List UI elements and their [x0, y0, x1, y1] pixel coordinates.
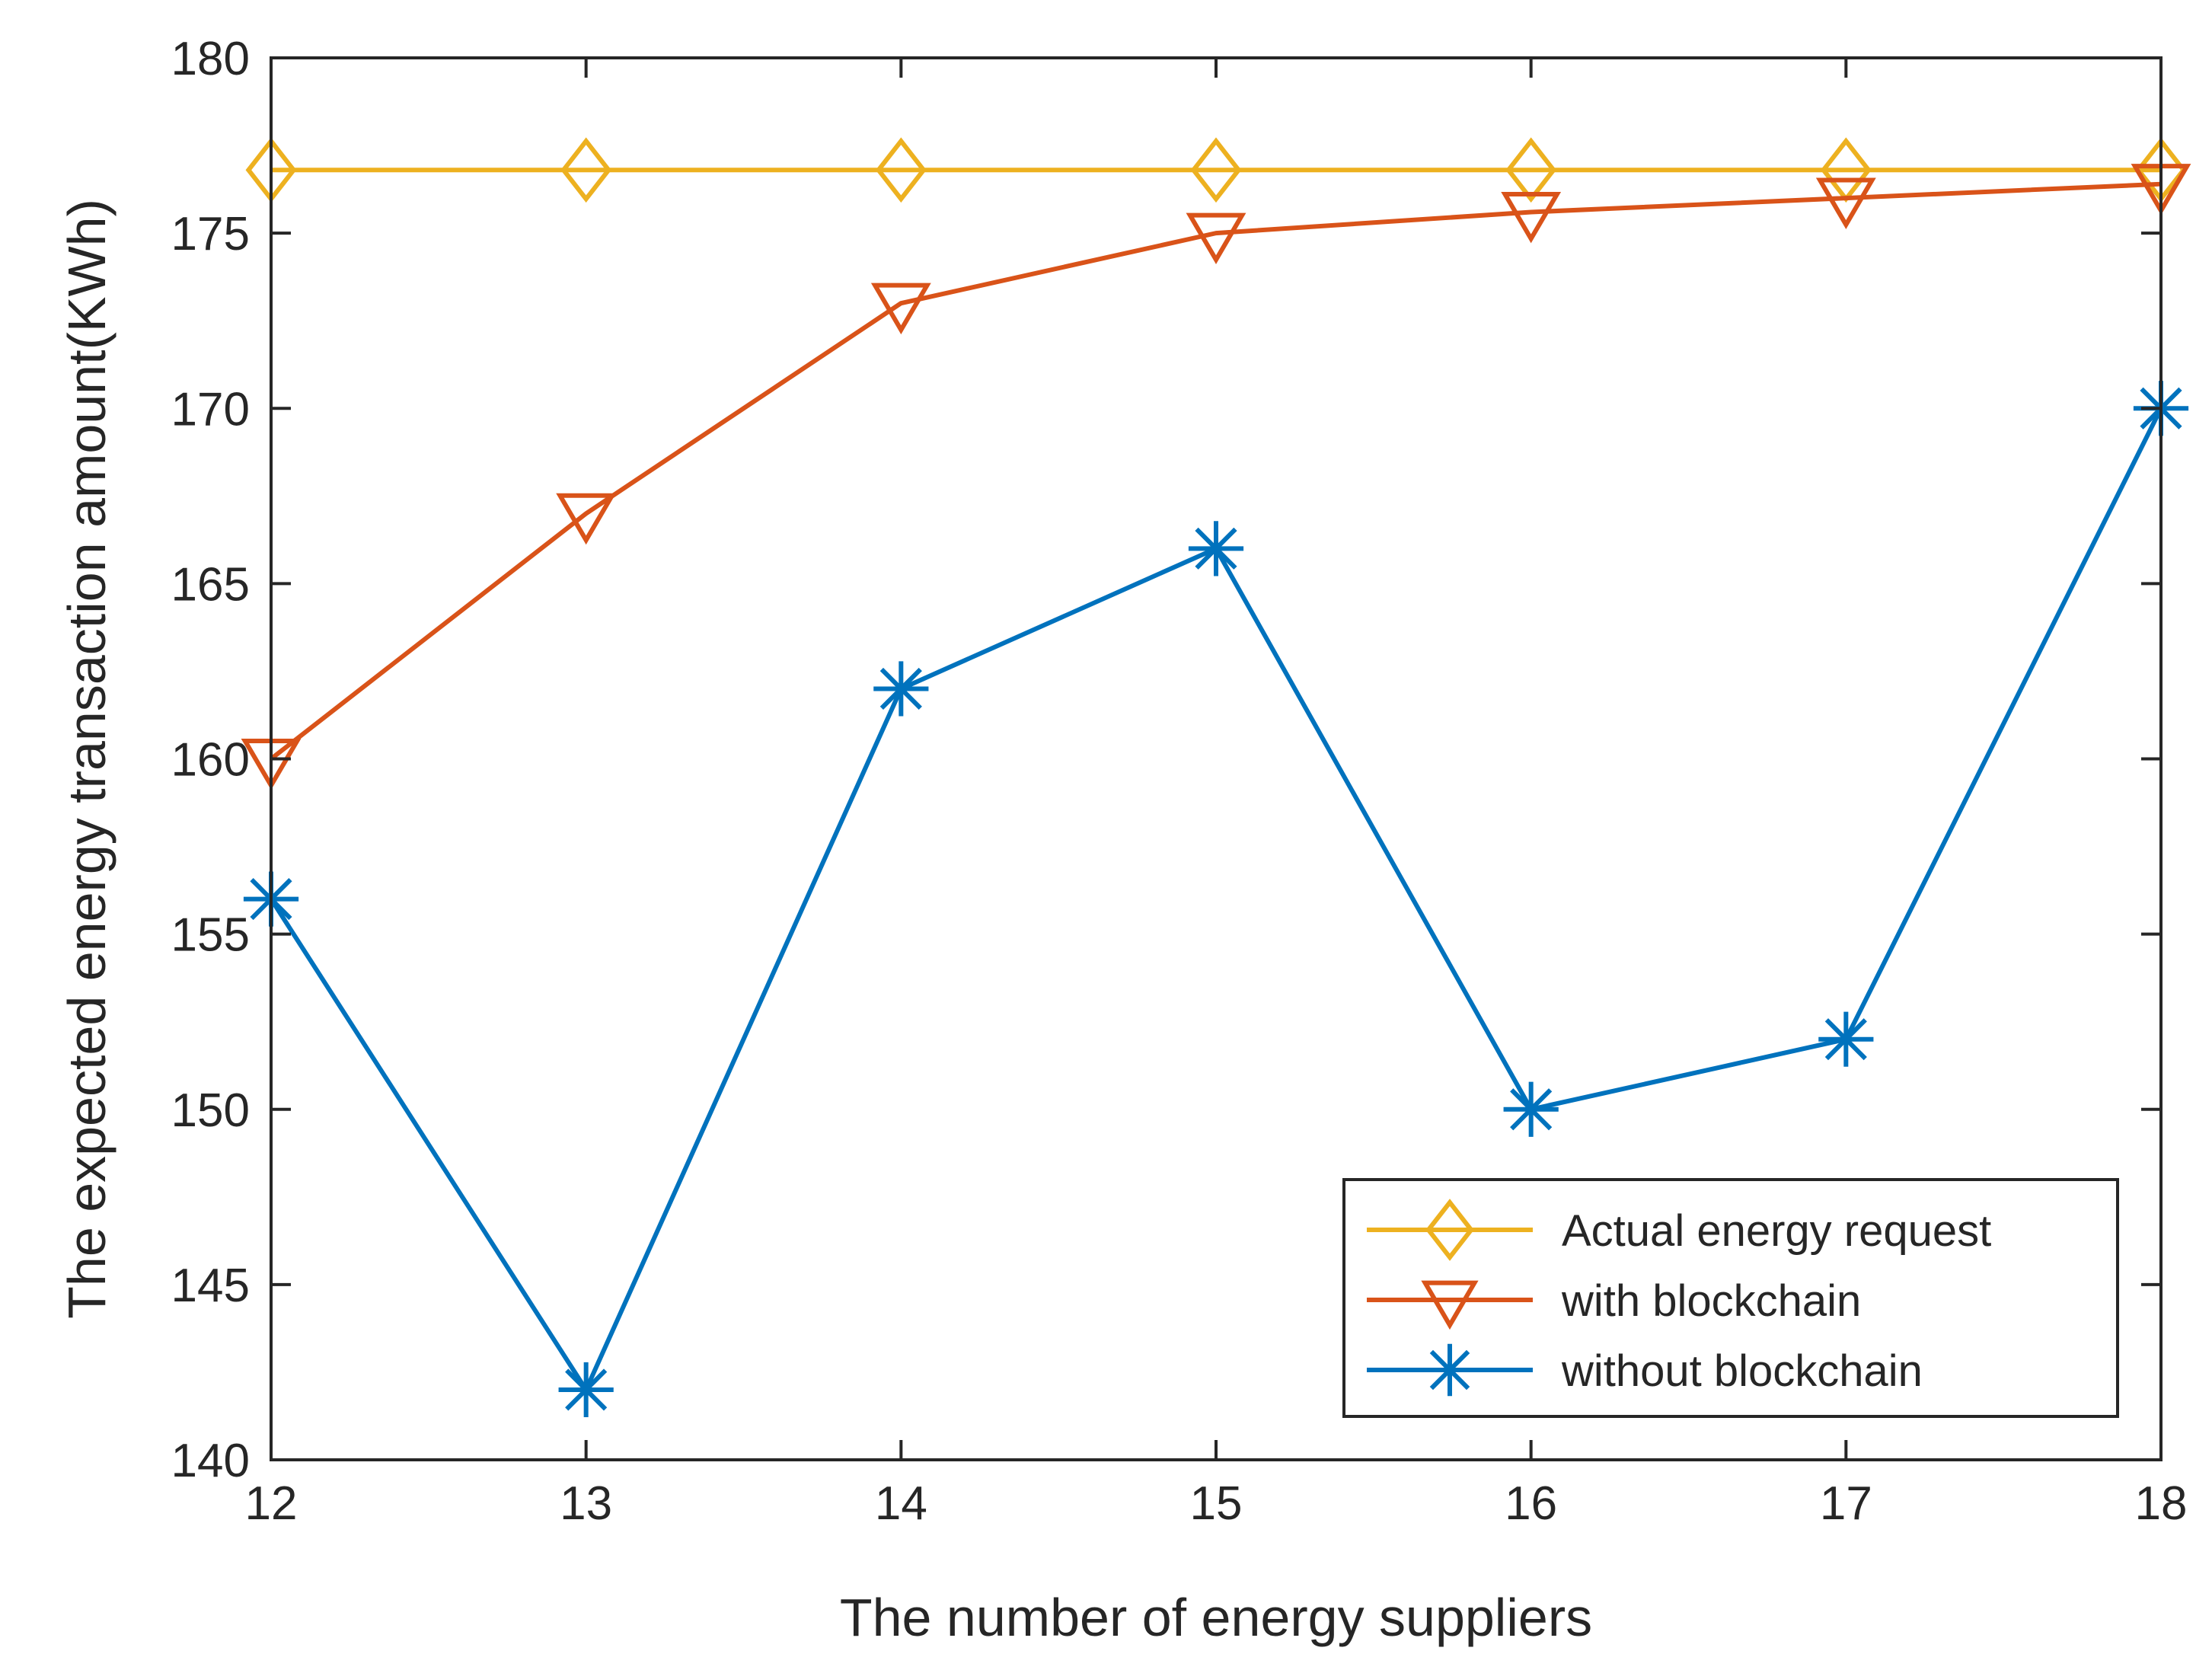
- y-axis-title: The expected energy transaction amount(K…: [57, 199, 117, 1319]
- legend-marker-1: [1421, 1280, 1479, 1330]
- y-tick-label-1: 145: [171, 1260, 250, 1312]
- series-2-point-5: [1818, 1011, 1874, 1067]
- series-layer: [241, 137, 2191, 1418]
- legend-item-0: Actual energy request: [1367, 1199, 1991, 1261]
- y-tick-label-7: 175: [171, 208, 250, 260]
- legend-label-0: Actual energy request: [1562, 1206, 1991, 1256]
- series-0-point-4: [1505, 137, 1557, 203]
- series-0-point-2: [875, 137, 927, 203]
- series-2: [243, 381, 2189, 1418]
- legend-item-1: with blockchain: [1367, 1276, 1861, 1330]
- series-2-point-3-stroke-d2: [1195, 527, 1237, 570]
- series-2-point-1: [558, 1362, 614, 1418]
- series-2-point-2-stroke-d2: [879, 667, 922, 710]
- x-tick-label-3: 15: [1190, 1477, 1243, 1530]
- series-1: [241, 164, 2191, 790]
- x-tick-label-2: 14: [875, 1477, 927, 1530]
- legend-item-2: without blockchain: [1367, 1343, 1923, 1397]
- series-2-point-1-stroke-d2: [565, 1368, 608, 1411]
- x-tick-label-5: 17: [1820, 1477, 1872, 1530]
- x-axis-title: The number of energy suppliers: [840, 1588, 1592, 1647]
- series-line-1: [270, 181, 2162, 761]
- legend-label-2: without blockchain: [1561, 1346, 1923, 1396]
- series-1-point-1: [556, 493, 617, 545]
- series-1-point-2: [870, 283, 931, 335]
- y-tick-label-2: 150: [171, 1084, 250, 1137]
- x-tick-label-0: 12: [245, 1477, 298, 1530]
- axes-layer: 12 13 14 15 16 17 18 140 145 150 155 160 165 170 175 18…: [171, 33, 2188, 1530]
- series-0-point-3: [1190, 137, 1242, 203]
- legend-marker-0: [1425, 1199, 1474, 1261]
- series-2-point-5-stroke-d2: [1824, 1018, 1867, 1061]
- series-2-point-4: [1503, 1081, 1559, 1137]
- legend-marker-2-stroke-d2: [1429, 1349, 1470, 1391]
- x-tick-label-6: 18: [2135, 1477, 2188, 1530]
- x-tick-label-4: 16: [1505, 1477, 1557, 1530]
- x-tick-label-1: 13: [560, 1477, 612, 1530]
- series-2-point-3: [1188, 521, 1244, 576]
- series-1-point-5: [1815, 177, 1876, 230]
- y-tick-label-5: 165: [171, 558, 250, 611]
- series-2-point-4-stroke-d2: [1510, 1088, 1553, 1131]
- series-1-point-4: [1501, 191, 1562, 244]
- y-tick-label-6: 170: [171, 383, 250, 436]
- series-1-point-3: [1186, 212, 1246, 265]
- legend-marker-2: [1423, 1343, 1476, 1397]
- series-0-point-1: [560, 137, 612, 203]
- y-tick-label-8: 180: [171, 33, 250, 85]
- y-tick-label-4: 160: [171, 734, 250, 787]
- legend: Actual energy request with blockchain wit…: [1342, 1178, 2119, 1418]
- y-tick-label-0: 140: [171, 1435, 250, 1487]
- y-tick-label-3: 155: [171, 909, 250, 962]
- legend-label-1: with blockchain: [1561, 1276, 1861, 1326]
- series-2-point-2: [873, 661, 929, 717]
